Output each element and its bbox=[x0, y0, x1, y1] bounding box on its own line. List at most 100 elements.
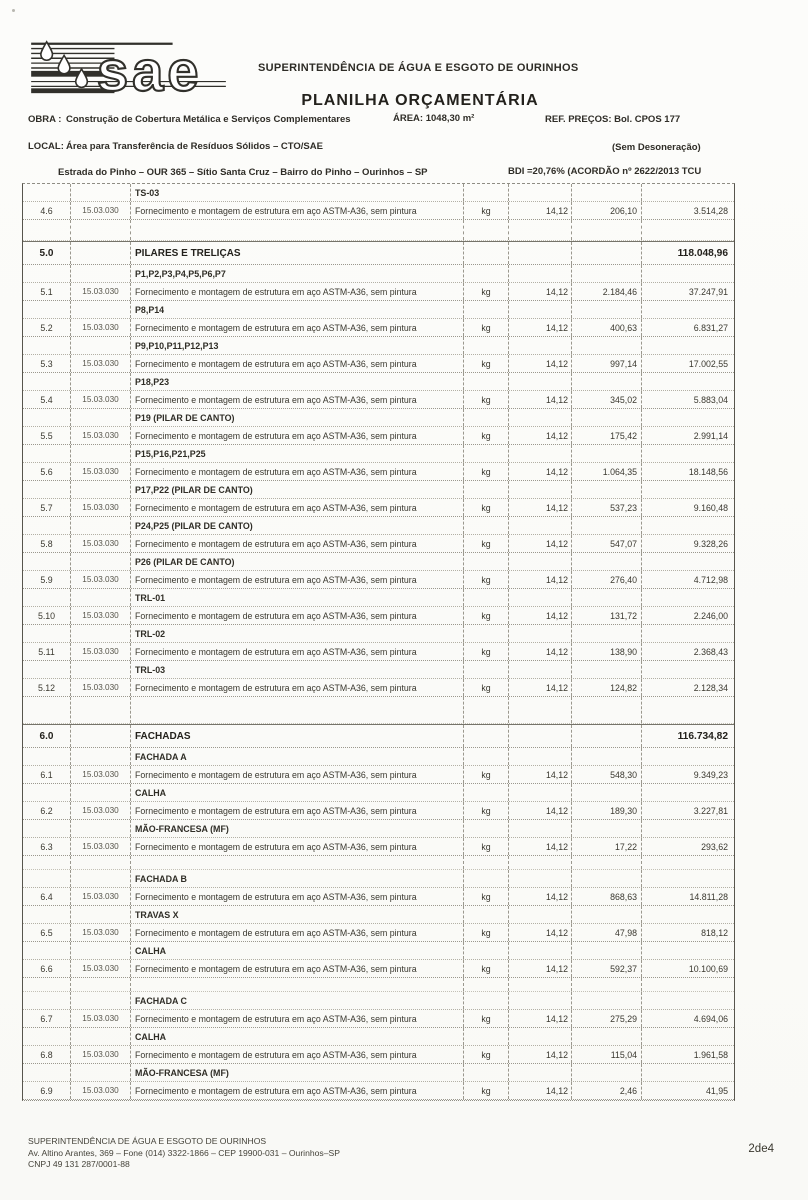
cell-unit-price bbox=[509, 942, 572, 959]
cell-item-number: 6.9 bbox=[23, 1082, 71, 1099]
subheader-row: P9,P10,P11,P12,P13 bbox=[23, 337, 734, 355]
cell-item-number: 6.0 bbox=[23, 725, 71, 747]
cell-total: 37.247,91 bbox=[688, 286, 728, 297]
cell-description: Fornecimento e montagem de estrutura em … bbox=[131, 391, 464, 408]
budget-table: TS-03 4.6 15.03.030 Fornecimento e montagem… bbox=[22, 183, 735, 1101]
cell-unit-price bbox=[509, 725, 572, 747]
cell-total: 14.811,28 bbox=[689, 891, 728, 902]
cell-total bbox=[642, 265, 734, 282]
cell-unit-price bbox=[509, 184, 572, 201]
spacer-row bbox=[23, 697, 734, 724]
cell-quantity bbox=[572, 1064, 642, 1081]
cell-unit-price bbox=[509, 870, 572, 887]
cell-total bbox=[642, 978, 734, 991]
cell-description: MÃO-FRANCESA (MF) bbox=[131, 1064, 464, 1081]
cell-code bbox=[71, 1064, 131, 1081]
table-row: 6.4 15.03.030 Fornecimento e montagem de e… bbox=[23, 888, 734, 906]
cell-total bbox=[642, 481, 734, 498]
cell-quantity: 138,90 bbox=[572, 643, 642, 660]
cell-quantity: 276,40 bbox=[572, 571, 642, 588]
cell-total bbox=[642, 625, 734, 642]
cell-quantity bbox=[572, 870, 642, 887]
cell-unit bbox=[464, 517, 509, 534]
cell-total: 818,12 bbox=[701, 927, 728, 938]
cell-code: 15.03.030 bbox=[71, 1082, 131, 1099]
cell-quantity: 275,29 bbox=[572, 1010, 642, 1027]
cell-total bbox=[642, 553, 734, 570]
cell-code bbox=[71, 992, 131, 1009]
cell-description: Fornecimento e montagem de estrutura em … bbox=[131, 319, 464, 336]
footer: SUPERINTENDÊNCIA DE ÁGUA E ESGOTO DE OUR… bbox=[28, 1136, 340, 1171]
cell-total bbox=[642, 301, 734, 318]
cell-description: Fornecimento e montagem de estrutura em … bbox=[131, 535, 464, 552]
cell-code: 15.03.030 bbox=[71, 355, 131, 372]
cell-item-number: 5.6 bbox=[23, 463, 71, 480]
subheader-row: P15,P16,P21,P25 bbox=[23, 445, 734, 463]
cell-unit-price bbox=[509, 409, 572, 426]
cell-item-number: 6.6 bbox=[23, 960, 71, 977]
cell-description: P9,P10,P11,P12,P13 bbox=[131, 337, 464, 354]
cell-description bbox=[131, 220, 464, 240]
cell-quantity: 189,30 bbox=[572, 802, 642, 819]
cell-unit-price bbox=[509, 301, 572, 318]
cell-code: 15.03.030 bbox=[71, 888, 131, 905]
cell-code bbox=[71, 906, 131, 923]
cell-total: 4.712,98 bbox=[693, 574, 728, 585]
cell-total bbox=[642, 517, 734, 534]
cell-unit-price bbox=[509, 625, 572, 642]
cell-unit-price: 14,12 bbox=[509, 391, 572, 408]
cell-total bbox=[642, 906, 734, 923]
cell-code bbox=[71, 265, 131, 282]
cell-unit-price: 14,12 bbox=[509, 607, 572, 624]
cell-code: 15.03.030 bbox=[71, 202, 131, 219]
cell-description: Fornecimento e montagem de estrutura em … bbox=[131, 463, 464, 480]
cell-quantity bbox=[572, 265, 642, 282]
cell-description: MÃO-FRANCESA (MF) bbox=[131, 820, 464, 837]
cell-item-number: 5.9 bbox=[23, 571, 71, 588]
cell-item-number: 5.8 bbox=[23, 535, 71, 552]
cell-item-number bbox=[23, 220, 71, 240]
cell-code bbox=[71, 748, 131, 765]
cell-unit-price: 14,12 bbox=[509, 463, 572, 480]
table-row: 5.5 15.03.030 Fornecimento e montagem de e… bbox=[23, 427, 734, 445]
subheader-row: MÃO-FRANCESA (MF) bbox=[23, 1064, 734, 1082]
cell-unit-price: 14,12 bbox=[509, 355, 572, 372]
cell-quantity: 345,02 bbox=[572, 391, 642, 408]
cell-unit bbox=[464, 1028, 509, 1045]
cell-item-number bbox=[23, 589, 71, 606]
cell-unit bbox=[464, 337, 509, 354]
table-row: 6.1 15.03.030 Fornecimento e montagem de e… bbox=[23, 766, 734, 784]
cell-description: CALHA bbox=[131, 784, 464, 801]
cell-unit-price bbox=[509, 265, 572, 282]
cell-description: TRL-02 bbox=[131, 625, 464, 642]
cell-code bbox=[71, 870, 131, 887]
cell-quantity: 537,23 bbox=[572, 499, 642, 516]
cell-quantity bbox=[572, 373, 642, 390]
cell-total: 116.734,82 bbox=[677, 730, 728, 742]
local-label: LOCAL: bbox=[28, 141, 64, 152]
cell-code bbox=[71, 553, 131, 570]
cell-total bbox=[642, 337, 734, 354]
cell-item-number: 5.5 bbox=[23, 427, 71, 444]
cell-unit bbox=[464, 409, 509, 426]
cell-total: 4.694,06 bbox=[693, 1013, 728, 1024]
cell-description: P15,P16,P21,P25 bbox=[131, 445, 464, 462]
cell-item-number: 5.2 bbox=[23, 319, 71, 336]
cell-total: 3.227,81 bbox=[693, 805, 728, 816]
subheader-row: P26 (PILAR DE CANTO) bbox=[23, 553, 734, 571]
cell-unit: kg bbox=[464, 463, 509, 480]
cell-unit bbox=[464, 906, 509, 923]
cell-description: P24,P25 (PILAR DE CANTO) bbox=[131, 517, 464, 534]
cell-description: Fornecimento e montagem de estrutura em … bbox=[131, 1010, 464, 1027]
cell-unit-price: 14,12 bbox=[509, 679, 572, 696]
cell-quantity: 2,46 bbox=[572, 1082, 642, 1099]
cell-description bbox=[131, 978, 464, 991]
cell-item-number: 5.12 bbox=[23, 679, 71, 696]
cell-description: FACHADA A bbox=[131, 748, 464, 765]
cell-unit-price: 14,12 bbox=[509, 499, 572, 516]
cell-total: 9.349,23 bbox=[693, 769, 728, 780]
cell-description: Fornecimento e montagem de estrutura em … bbox=[131, 202, 464, 219]
cell-quantity bbox=[572, 481, 642, 498]
cell-item-number bbox=[23, 445, 71, 462]
cell-code: 15.03.030 bbox=[71, 924, 131, 941]
